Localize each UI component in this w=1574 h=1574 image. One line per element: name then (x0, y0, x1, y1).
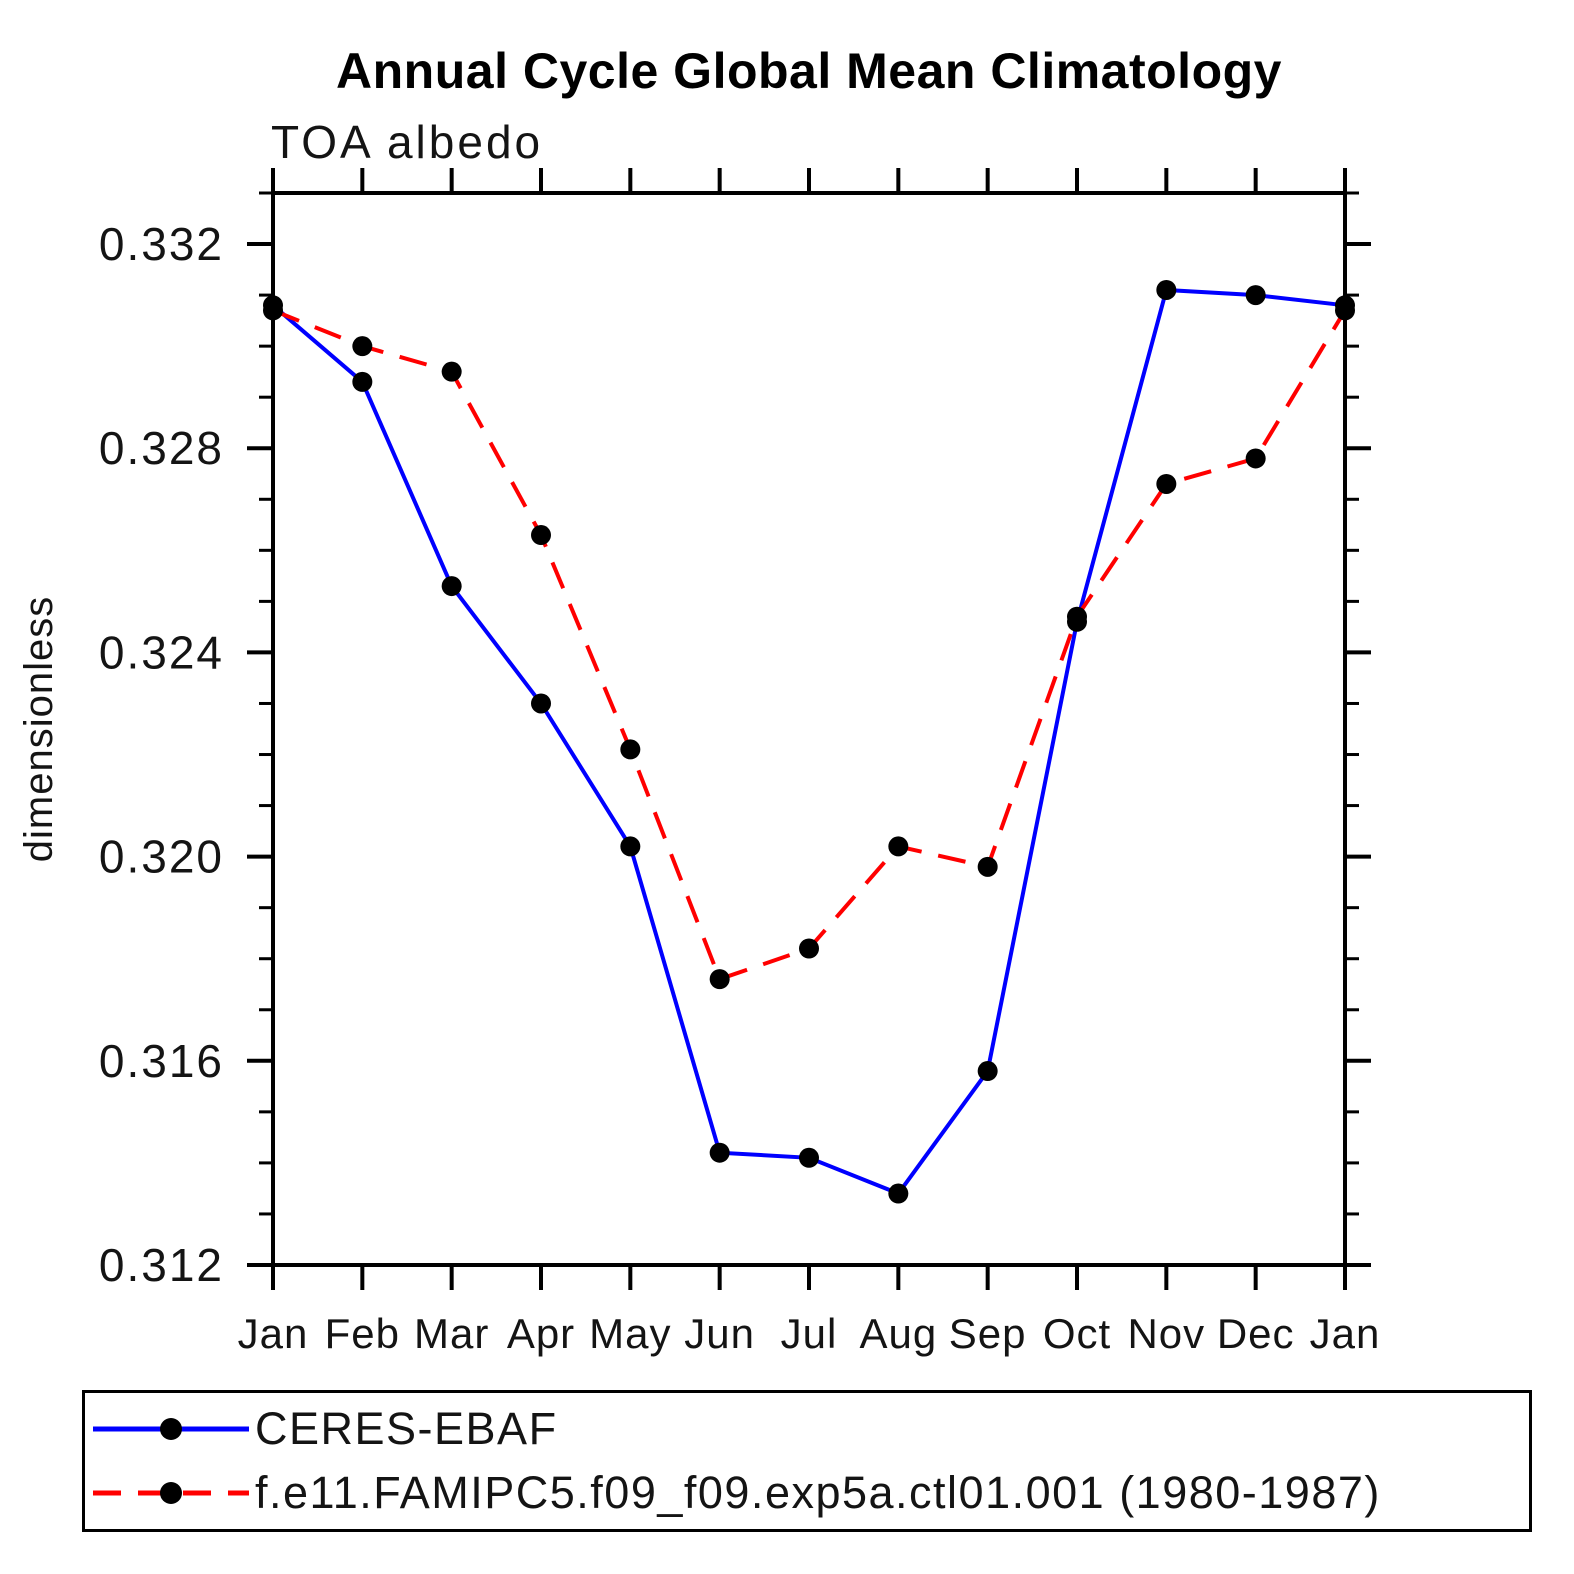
data-point (441, 576, 462, 597)
x-tick-label: Feb (325, 1310, 400, 1357)
y-axis-label: dimensionless (17, 596, 61, 862)
plot-border (271, 191, 1347, 1267)
data-point (1156, 473, 1177, 494)
data-point (352, 371, 373, 392)
data-point (1245, 285, 1266, 306)
data-point (620, 836, 641, 857)
data-point (531, 525, 551, 546)
legend-line-sample-dashed (93, 1482, 249, 1504)
x-tick-label: May (589, 1310, 671, 1357)
y-tick-label: 0.320 (99, 831, 224, 883)
marker-layer (263, 279, 1355, 1204)
data-point (888, 836, 909, 857)
data-point (799, 1147, 819, 1168)
series-line-model (272, 308, 1347, 982)
x-tick-label: Sep (949, 1310, 1027, 1357)
series-line-obs (271, 287, 1346, 1196)
data-point (1245, 448, 1266, 469)
x-tick-label: Nov (1127, 1310, 1205, 1357)
x-tick-label: Oct (1043, 1310, 1111, 1357)
x-tick-label: Apr (507, 1310, 575, 1357)
data-point (888, 1183, 909, 1204)
data-point (263, 300, 283, 321)
data-point (977, 1061, 998, 1082)
x-tick-label: Jul (781, 1310, 838, 1357)
series-layer (271, 287, 1347, 1196)
x-tick-label: Mar (414, 1310, 489, 1357)
data-point (1156, 279, 1177, 300)
chart-subtitle: TOA albedo (271, 116, 543, 168)
y-tick-label: 0.332 (99, 218, 224, 270)
x-tick-label: Jun (684, 1310, 755, 1357)
legend-item-model-run: f.e11.FAMIPC5.f09_f09.exp5a.ctl01.001 (1… (91, 1465, 1529, 1521)
y-tick-label: 0.324 (99, 626, 224, 678)
legend-label: CERES-EBAF (255, 1403, 558, 1454)
data-point (620, 739, 641, 760)
y-tick-label: 0.312 (99, 1239, 224, 1291)
x-tick-label: Jan (238, 1310, 309, 1357)
data-point (531, 693, 551, 714)
x-tick-label: Jan (1310, 1310, 1381, 1357)
data-point (1335, 300, 1355, 321)
legend-label: f.e11.FAMIPC5.f09_f09.exp5a.ctl01.001 (1… (255, 1467, 1381, 1518)
legend-line-sample-solid (93, 1418, 249, 1440)
data-point (709, 969, 730, 990)
data-point (709, 1142, 730, 1163)
chart-title: Annual Cycle Global Mean Climatology (336, 43, 1282, 99)
data-point (1067, 606, 1087, 627)
data-point (441, 361, 462, 382)
legend: CERES-EBAF f.e11.FAMIPC5.f09_f09.exp5a.c… (82, 1390, 1532, 1532)
axes: Jan Feb Mar Apr May Jun Jul Aug Sep Oct Nov Dec Jan 0… (99, 168, 1381, 1357)
data-point (977, 856, 998, 877)
data-point (799, 938, 819, 959)
x-tick-label: Dec (1217, 1310, 1295, 1357)
y-tick-label: 0.328 (99, 422, 224, 474)
y-tick-label: 0.316 (99, 1035, 224, 1087)
data-point (352, 336, 373, 357)
x-tick-label: Aug (859, 1310, 937, 1357)
legend-item-ceres-ebaf: CERES-EBAF (91, 1401, 1529, 1457)
